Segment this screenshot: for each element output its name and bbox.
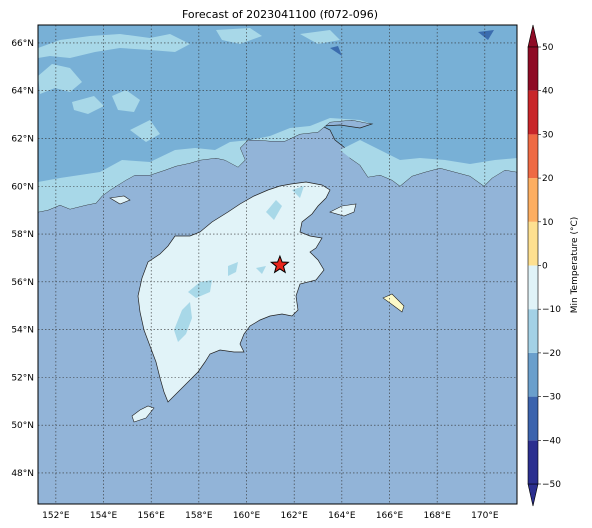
colorbar-segment bbox=[528, 47, 538, 91]
kamchatka-patch-1 bbox=[174, 302, 192, 342]
colorbar-label: Min Temperature (°C) bbox=[570, 217, 580, 314]
colorbar-segment bbox=[528, 440, 538, 484]
latitude-tick-label: 66°N bbox=[11, 39, 34, 49]
latitude-tick-label: 62°N bbox=[11, 134, 34, 144]
colorbar-segment bbox=[528, 265, 538, 310]
location-star-marker bbox=[269, 254, 290, 274]
longitude-tick-label: 162°E bbox=[280, 511, 308, 521]
north-patch-5 bbox=[216, 28, 262, 44]
north-patch-3 bbox=[112, 90, 140, 112]
latitude-tick-label: 60°N bbox=[11, 182, 34, 192]
colorbar: 50 40 30 20 10 0 −10 −20 −30 −40 −50 bbox=[527, 24, 561, 507]
small-bay-island bbox=[109, 195, 131, 205]
latitude-tick-label: 64°N bbox=[11, 87, 34, 97]
longitude-tick-label: 168°E bbox=[423, 511, 451, 521]
mainland-mid-band bbox=[38, 118, 372, 212]
longitude-tick-label: 154°E bbox=[90, 511, 118, 521]
longitude-tick-label: 156°E bbox=[138, 511, 166, 521]
colorbar-tick-label: −40 bbox=[542, 436, 561, 446]
map-gridlines bbox=[38, 25, 517, 504]
latitude-labels: 66°N 64°N 62°N 60°N 58°N 56°N 54°N 52°N 50°N 48°N bbox=[11, 39, 34, 479]
north-patch-9 bbox=[330, 46, 342, 56]
colorbar-extend-max bbox=[527, 24, 539, 48]
longitude-tick-label: 158°E bbox=[185, 511, 213, 521]
colorbar-extend-min bbox=[527, 483, 539, 507]
latitude-tick-label: 50°N bbox=[11, 421, 34, 431]
colorbar-tick-label: −30 bbox=[542, 393, 561, 403]
latitude-tick-label: 52°N bbox=[11, 373, 34, 383]
kamchatka-patch-5 bbox=[292, 186, 304, 198]
longitude-tick-label: 170°E bbox=[471, 511, 499, 521]
north-patch-4 bbox=[72, 96, 104, 114]
colorbar-tick-label: 50 bbox=[542, 43, 554, 53]
colorbar-tick-label: 30 bbox=[542, 130, 554, 140]
kamchatka-patch-3 bbox=[228, 262, 238, 276]
north-patch-8 bbox=[478, 30, 494, 40]
latitude-tick-label: 56°N bbox=[11, 278, 34, 288]
colorbar-tick-label: 0 bbox=[542, 262, 548, 272]
north-patch-6 bbox=[300, 30, 340, 44]
longitude-tick-label: 152°E bbox=[42, 511, 70, 521]
mainland-mid-band-east bbox=[340, 140, 517, 186]
kamchatka-patch-2 bbox=[188, 280, 212, 298]
north-patch-1 bbox=[38, 34, 190, 58]
colorbar-segment bbox=[528, 309, 538, 353]
longitude-labels: 152°E 154°E 156°E 158°E 160°E 162°E 164°E 166°E… bbox=[42, 511, 499, 521]
colorbar-tick-label: 20 bbox=[542, 174, 554, 184]
commander-islands bbox=[382, 293, 405, 313]
map-frame bbox=[37, 24, 518, 505]
colorbar-tick-label: −10 bbox=[542, 305, 561, 315]
longitude-tick-label: 166°E bbox=[376, 511, 404, 521]
paramushir-island bbox=[131, 405, 155, 423]
north-patch-7 bbox=[130, 120, 160, 142]
map-title: Forecast of 2023041100 (f072-096) bbox=[182, 8, 378, 21]
longitude-tick-label: 160°E bbox=[233, 511, 261, 521]
colorbar-segment bbox=[528, 221, 538, 266]
kamchatka-peninsula bbox=[137, 181, 331, 403]
colorbar-tick-label: 40 bbox=[542, 87, 554, 97]
colorbar-segment bbox=[528, 178, 538, 222]
longitude-tick-label: 164°E bbox=[328, 511, 356, 521]
colorbar-segment bbox=[528, 90, 538, 135]
north-patch-2 bbox=[38, 64, 82, 94]
colorbar-tick-label: −50 bbox=[542, 480, 561, 490]
latitude-tick-label: 48°N bbox=[11, 469, 34, 479]
kamchatka-patch-6 bbox=[256, 266, 266, 274]
colorbar-segment bbox=[528, 134, 538, 179]
colorbar-tick-label: −20 bbox=[542, 349, 561, 359]
colorbar-segment bbox=[528, 352, 538, 397]
colorbar-segment bbox=[528, 396, 538, 441]
colorbar-tick-label: 10 bbox=[542, 218, 554, 228]
latitude-tick-label: 58°N bbox=[11, 230, 34, 240]
latitude-tick-label: 54°N bbox=[11, 326, 34, 336]
kamchatka-patch-4 bbox=[266, 200, 282, 220]
